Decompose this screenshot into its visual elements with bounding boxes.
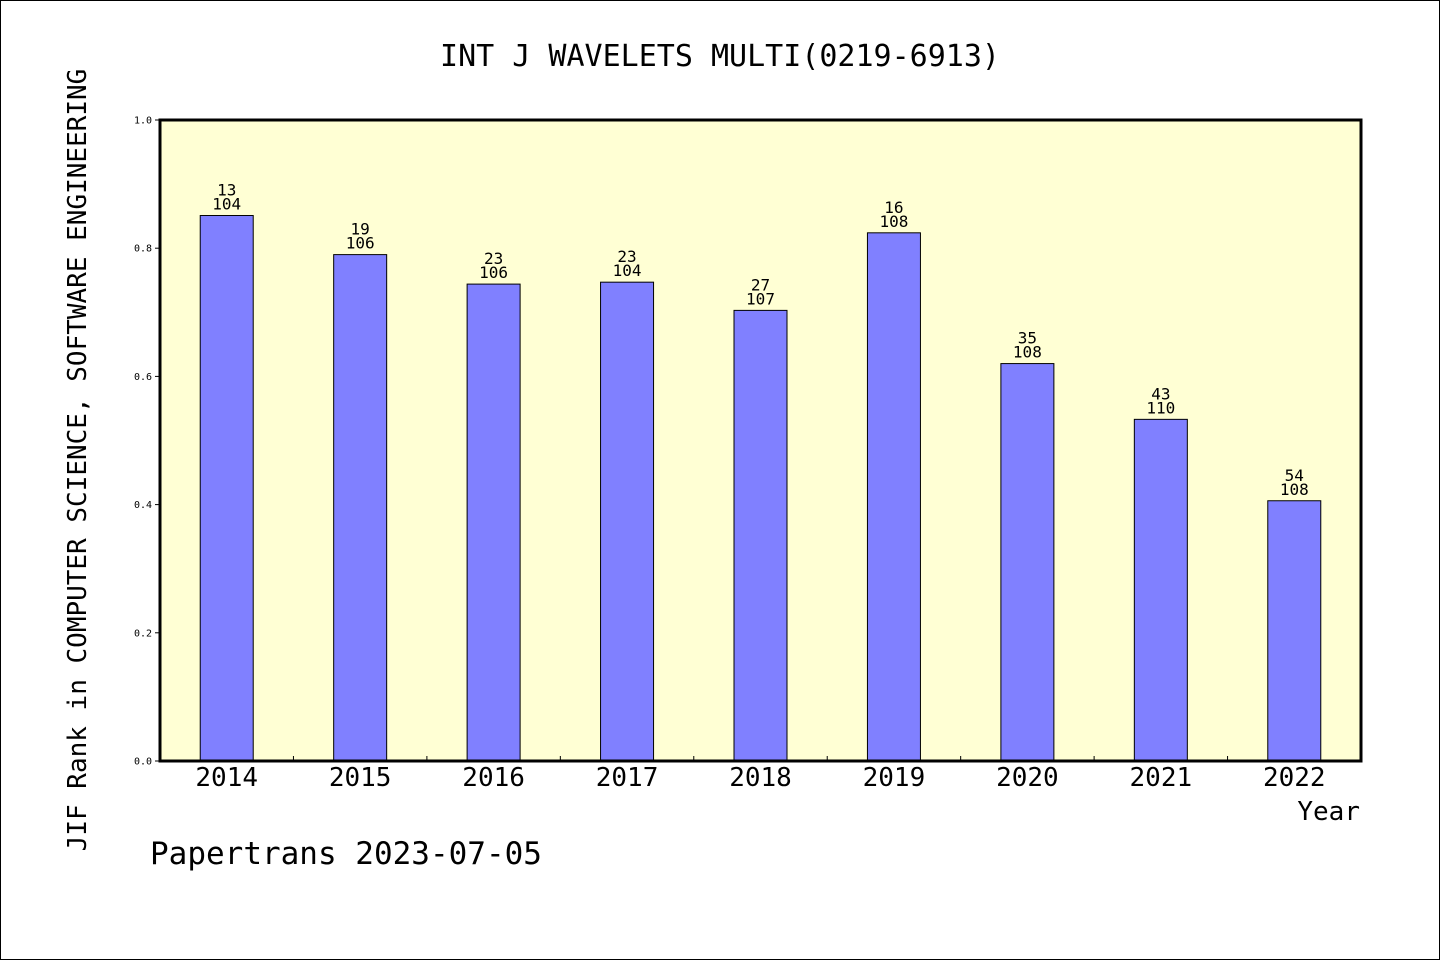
x-axis: 2014 2015 2016 2017 2018 2019 2020 2021 2022 (195, 756, 1326, 793)
y-axis: 0.0 0.2 0.4 0.6 0.8 1.0 (134, 116, 160, 768)
bar-total-label: 108 (1280, 480, 1309, 499)
bar-labels-group: 1310419106231062310427107161083510843110… (212, 181, 1308, 499)
bar-rank-label: 13 (217, 181, 236, 200)
plot-border (158, 118, 1363, 763)
chart-title: INT J WAVELETS MULTI(0219-6913) (440, 39, 1000, 74)
bar-rank-label: 16 (884, 198, 903, 217)
y-tick-label: 1.0 (134, 116, 152, 127)
bar-rank-label: 27 (751, 275, 770, 294)
bar-total-label: 106 (346, 234, 375, 253)
y-axis-label: JIF Rank in COMPUTER SCIENCE, SOFTWARE E… (63, 69, 93, 852)
bar-rank-label: 23 (617, 247, 636, 266)
bar-rank-label: 35 (1018, 329, 1037, 348)
bar-total-label: 108 (1013, 343, 1042, 362)
y-tick-label: 0.8 (134, 244, 152, 255)
bar (866, 232, 921, 762)
bar-total-label: 106 (479, 263, 508, 282)
y-tick-label: 0.4 (134, 500, 152, 511)
y-tick-label: 0.2 (134, 628, 152, 639)
x-tick-label: 2020 (996, 763, 1059, 793)
bar (466, 283, 521, 762)
bar-total-label: 108 (879, 212, 908, 231)
bar (600, 281, 655, 762)
x-tick-label: 2014 (195, 763, 258, 793)
x-tick-label: 2016 (462, 763, 525, 793)
y-tick-label: 0.6 (134, 372, 152, 383)
bar-total-label: 107 (746, 289, 775, 308)
bar-rank-label: 19 (351, 220, 370, 239)
bar (199, 215, 254, 762)
x-axis-label: Year (1297, 797, 1360, 827)
x-tick-label: 2015 (329, 763, 392, 793)
bar (1267, 500, 1322, 762)
y-tick-label: 0.0 (134, 757, 152, 768)
bar-rank-label: 54 (1285, 466, 1304, 485)
bar-total-label: 110 (1146, 398, 1175, 417)
bar-rank-label: 43 (1151, 384, 1170, 403)
bar-total-label: 104 (613, 261, 642, 280)
bar (333, 254, 388, 762)
bar (1000, 363, 1055, 762)
bar-rank-label: 23 (484, 249, 503, 268)
watermark-text: Papertrans 2023-07-05 (150, 836, 542, 872)
x-tick-label: 2018 (729, 763, 792, 793)
bar (733, 309, 788, 762)
x-tick-label: 2019 (863, 763, 926, 793)
x-tick-label: 2017 (596, 763, 659, 793)
x-tick-label: 2021 (1130, 763, 1193, 793)
bar (1133, 418, 1188, 762)
bar-total-label: 104 (212, 195, 241, 214)
x-tick-label: 2022 (1263, 763, 1326, 793)
bars-group (199, 215, 1322, 762)
